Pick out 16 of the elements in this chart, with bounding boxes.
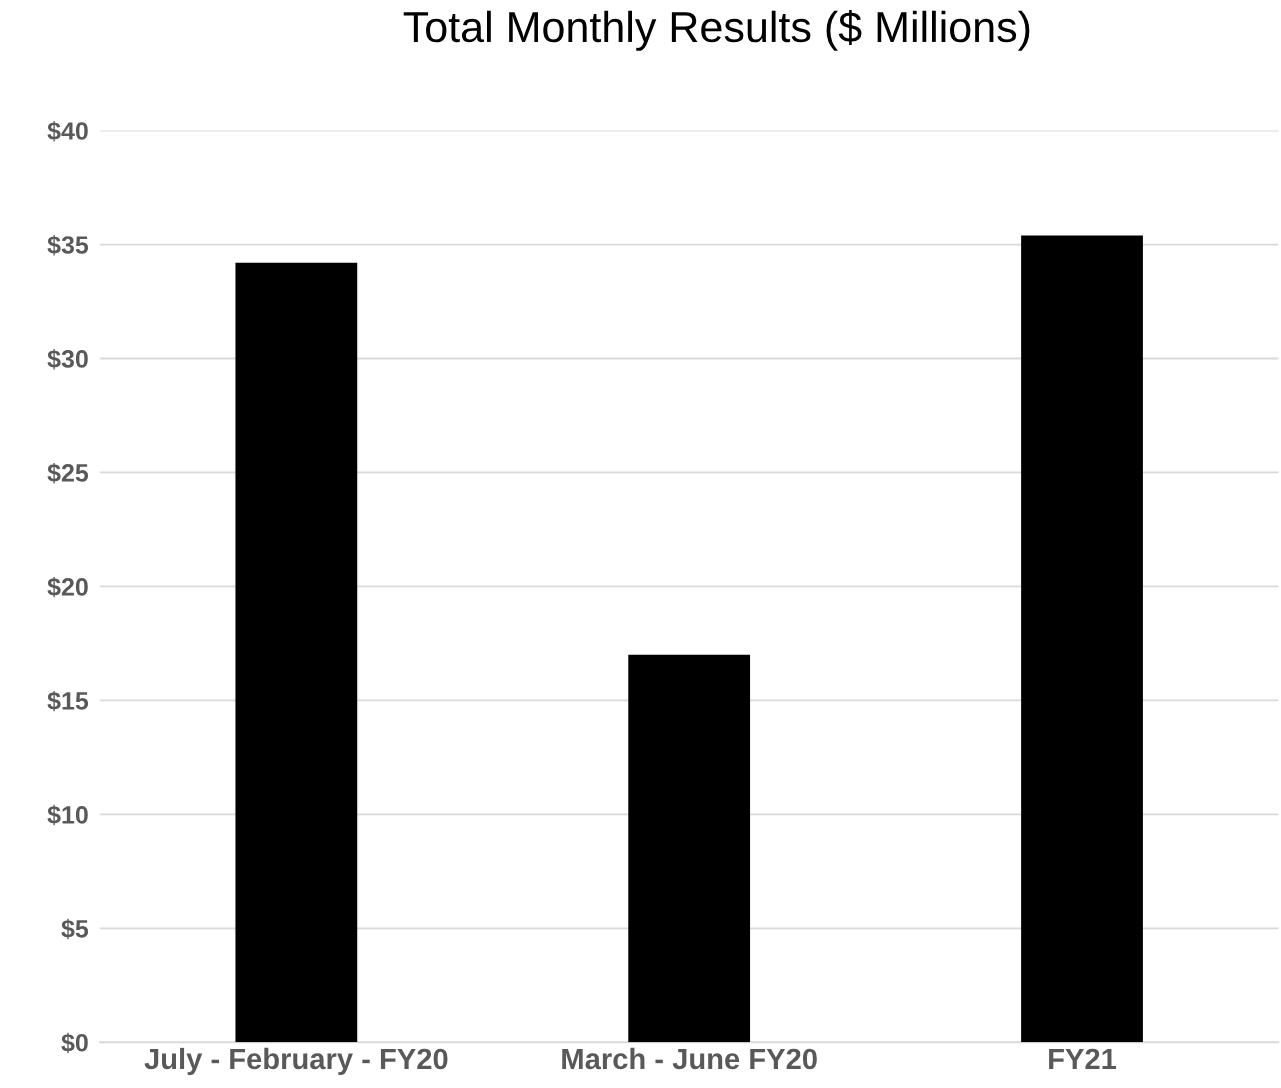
y-tick-label: $20 [47, 576, 88, 598]
y-tick-label: $30 [47, 349, 88, 370]
y-tick-label: $0 [61, 1032, 88, 1054]
chart-title: Total Monthly Results ($ Millions) [403, 10, 1030, 51]
y-tick-label: $40 [47, 121, 88, 142]
y-tick-label: $10 [47, 804, 88, 826]
y-tick-label: $15 [47, 690, 89, 712]
x-tick-label: March - June FY20 [562, 1047, 817, 1070]
x-tick-label: July - February - FY20 [144, 1047, 448, 1076]
bar [628, 654, 751, 1043]
y-tick-label: $5 [61, 918, 89, 940]
x-tick-label: FY21 [1049, 1048, 1117, 1069]
bar [235, 262, 358, 1043]
y-tick-label: $25 [47, 462, 89, 484]
bar [1021, 235, 1143, 1043]
y-tick-label: $35 [47, 235, 89, 256]
